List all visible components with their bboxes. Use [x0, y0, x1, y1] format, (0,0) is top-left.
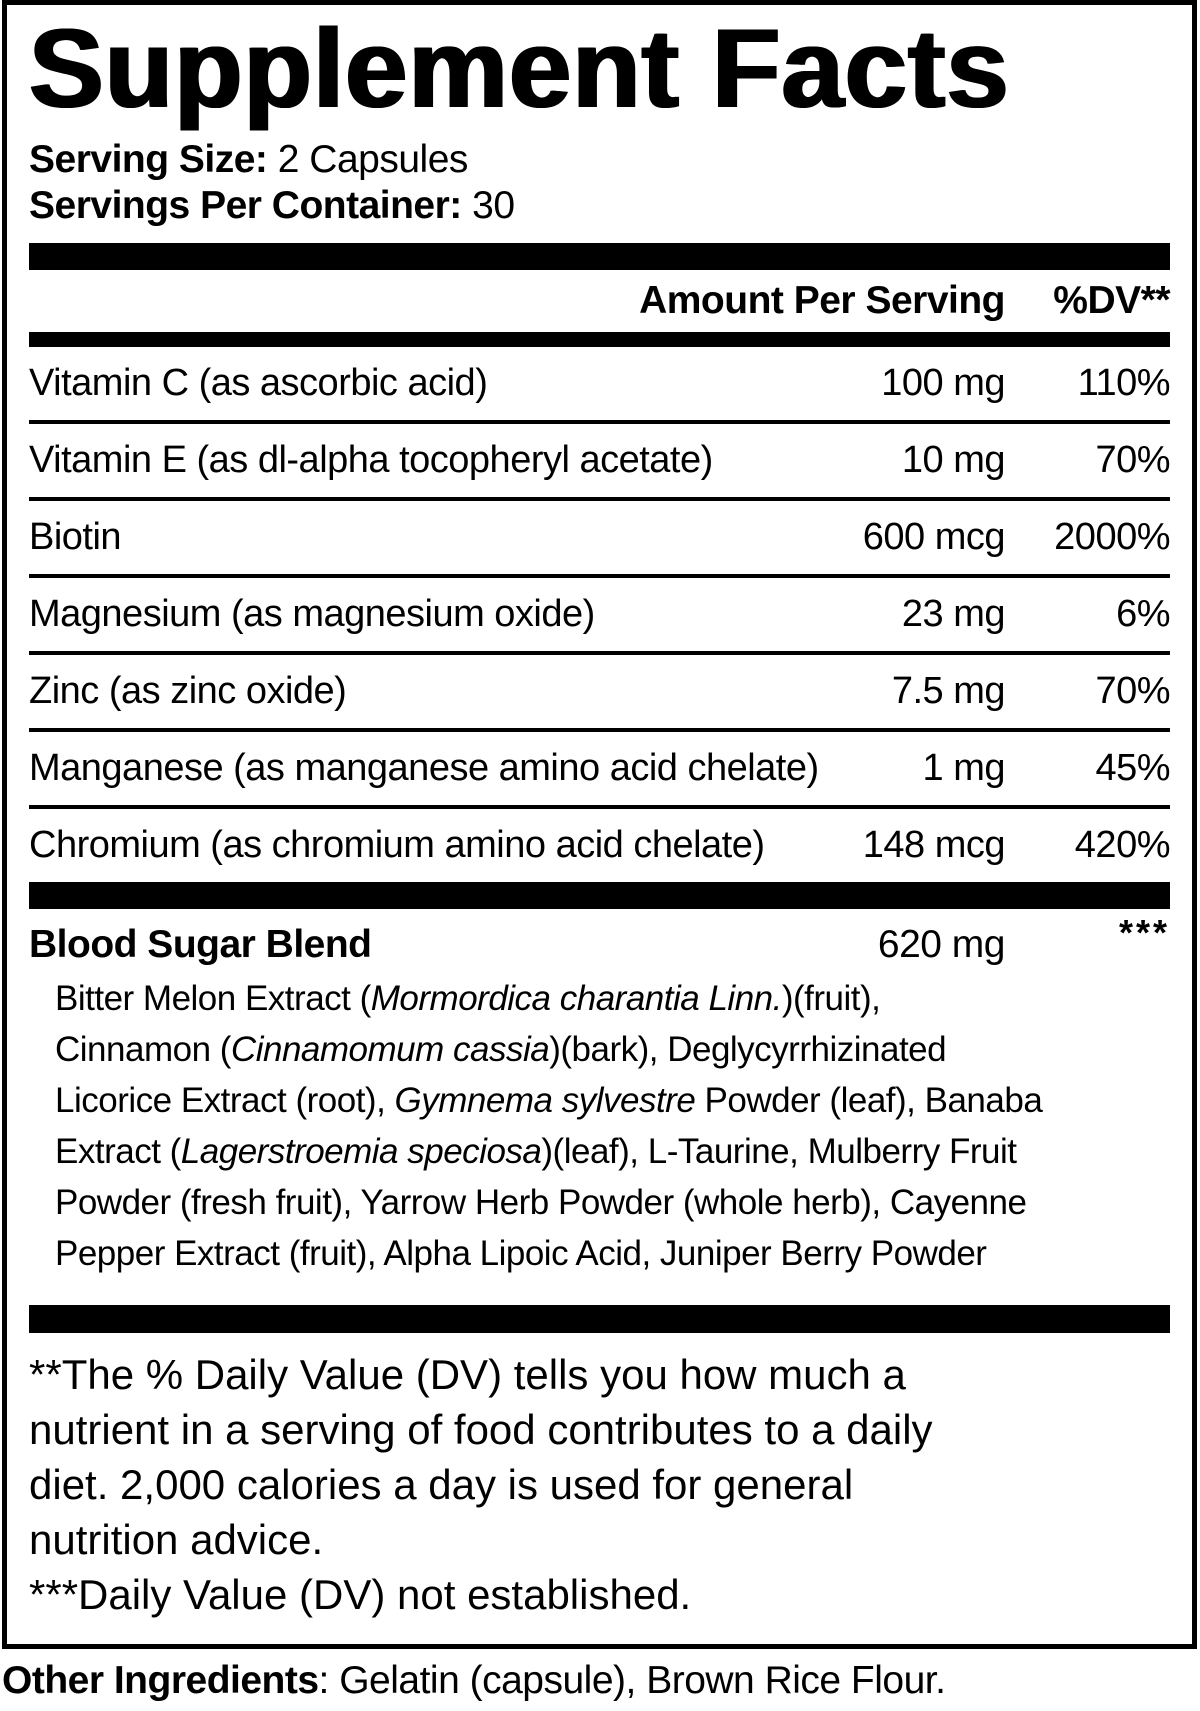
nutrient-name: Biotin [29, 516, 122, 558]
nutrient-amount: 7.5 mg [891, 670, 1006, 712]
serving-size-value: 2 Capsules [277, 138, 469, 181]
serving-size-row: Serving Size: 2 Capsules [29, 137, 1170, 183]
nutrient-name: Vitamin C (as ascorbic acid) [29, 362, 488, 404]
table-row: Vitamin E (as dl-alpha tocopheryl acetat… [29, 424, 1171, 501]
nutrient-amount: 10 mg [901, 439, 1006, 481]
nutrient-name: Chromium (as chromium amino acid chelate… [29, 824, 765, 866]
nutrient-amount: 600 mcg [862, 516, 1006, 558]
blend-dv-stars: *** [1118, 912, 1170, 953]
table-row: Vitamin C (as ascorbic acid) 100 mg 110% [29, 347, 1171, 424]
dv-footnotes: **The % Daily Value (DV) tells you how m… [29, 1351, 933, 1618]
blend-name: Blood Sugar Blend [29, 923, 372, 966]
table-row: Magnesium (as magnesium oxide) 23 mg 6% [29, 578, 1171, 655]
nutrient-dv: 420% [1074, 824, 1171, 866]
servings-per-container-label: Servings Per Container: [29, 184, 462, 227]
blend-header-row: Blood Sugar Blend 620 mg *** [29, 912, 1170, 969]
nutrient-amount: 23 mg [901, 593, 1006, 635]
nutrient-name: Vitamin E (as dl-alpha tocopheryl acetat… [29, 439, 713, 481]
nutrient-name: Magnesium (as magnesium oxide) [29, 593, 595, 635]
blend-thick-divider [29, 882, 1170, 909]
other-ingredients-line: Other Ingredients: Gelatin (capsule), Br… [2, 1658, 946, 1704]
other-ingredients-label: Other Ingredients [2, 1659, 319, 1702]
nutrient-dv: 70% [1095, 670, 1170, 712]
nutrient-dv: 2000% [1054, 516, 1170, 558]
table-row: Biotin 600 mcg 2000% [29, 501, 1171, 578]
other-ingredients-value: : Gelatin (capsule), Brown Rice Flour. [318, 1659, 946, 1702]
blend-amount: 620 mg [877, 923, 1006, 966]
blend-ingredients: Bitter Melon Extract (Mormordica charant… [55, 979, 1043, 1273]
amount-per-serving-header: Amount Per Serving [639, 279, 1005, 322]
table-row: Chromium (as chromium amino acid chelate… [29, 809, 1171, 882]
nutrient-amount: 100 mg [881, 362, 1005, 404]
supplement-facts-panel: Supplement Facts Serving Size: 2 Capsule… [2, 0, 1197, 1649]
servings-per-container-value: 30 [472, 184, 515, 227]
footnote-divider [29, 1305, 1170, 1333]
nutrient-amount: 148 mcg [862, 824, 1006, 866]
panel-title: Supplement Facts [29, 6, 1010, 131]
nutrient-amount: 1 mg [922, 747, 1006, 789]
dv-header: %DV** [1053, 279, 1170, 322]
servings-per-container-row: Servings Per Container: 30 [29, 183, 1170, 229]
nutrient-name: Manganese (as manganese amino acid chela… [29, 747, 819, 789]
column-header-row: Amount Per Serving %DV** [29, 270, 1170, 332]
nutrient-rows: Vitamin C (as ascorbic acid) 100 mg 110% Vi… [29, 347, 1171, 882]
nutrient-dv: 110% [1077, 362, 1171, 404]
nutrient-dv: 70% [1095, 439, 1170, 481]
table-row: Zinc (as zinc oxide) 7.5 mg 70% [29, 655, 1171, 732]
nutrient-dv: 45% [1095, 747, 1170, 789]
nutrient-dv: 6% [1116, 593, 1170, 635]
table-row: Manganese (as manganese amino acid chela… [29, 732, 1171, 809]
nutrient-name: Zinc (as zinc oxide) [29, 670, 347, 712]
top-thick-divider [29, 243, 1170, 270]
header-divider [29, 332, 1170, 347]
serving-size-label: Serving Size: [29, 138, 268, 181]
